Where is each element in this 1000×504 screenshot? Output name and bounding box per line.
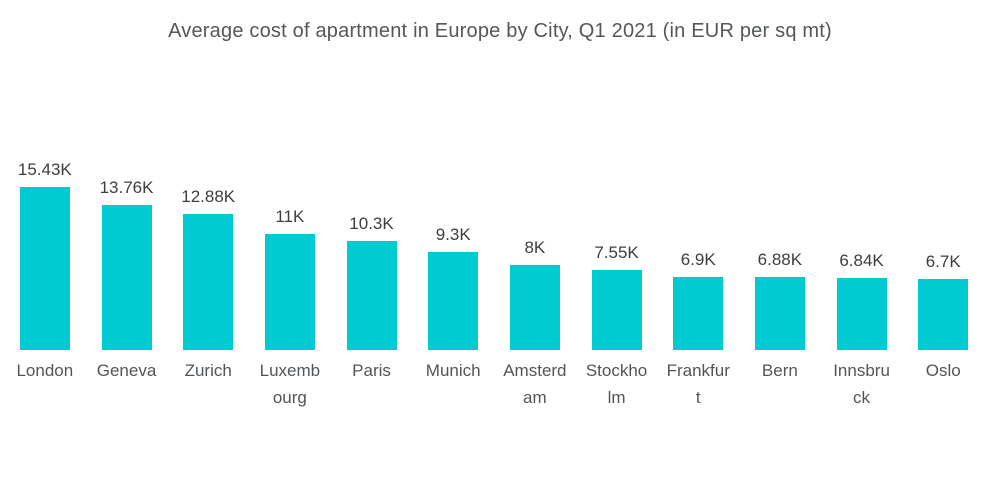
bar-paris — [346, 241, 397, 350]
bar-bern — [754, 277, 805, 350]
bar-value-label: 6.88K — [757, 250, 803, 269]
bar-london — [19, 187, 70, 350]
bar-luxembourg — [264, 234, 315, 350]
bar-zurich — [183, 214, 234, 350]
bar-stockholm — [591, 270, 642, 350]
chart-title: Average cost of apartment in Europe by C… — [168, 20, 832, 42]
bar-column-munich: 9.3K — [412, 225, 494, 350]
bar-geneva — [101, 205, 152, 350]
bar-column-paris: 10.3K — [331, 214, 413, 350]
bar-value-label: 11K — [275, 207, 305, 226]
bar-amsterdam — [509, 265, 560, 350]
bar-column-innsbruck: 6.84K — [821, 251, 903, 350]
x-axis-label-geneva: Geneva — [96, 361, 157, 380]
x-axis-label-paris: Paris — [352, 361, 391, 380]
bar-column-geneva: 13.76K — [86, 178, 168, 350]
bar-value-label: 15.43K — [17, 160, 72, 179]
bar-innsbruck — [836, 278, 887, 350]
bar-munich — [428, 252, 479, 350]
bar-column-zurich: 12.88K — [167, 187, 249, 350]
bar-column-amsterdam: 8K — [494, 238, 576, 350]
bar-value-label: 9.3K — [435, 225, 471, 244]
bar-column-bern: 6.88K — [739, 250, 821, 350]
bar-frankfurt — [673, 277, 724, 350]
bar-value-label: 6.9K — [680, 250, 716, 269]
x-axis-label-munich: Munich — [425, 361, 481, 380]
bar-oslo — [918, 279, 969, 350]
plot-area: 15.43K 13.76K 12.88K 11K 10.3K 9.3K 8K 7.55K 6.9… — [4, 50, 984, 350]
bar-value-label: 12.88K — [181, 187, 236, 206]
bar-column-stockholm: 7.55K — [576, 243, 658, 350]
x-axis-label-zurich: Zurich — [184, 361, 232, 380]
x-axis-label-oslo: Oslo — [925, 361, 961, 380]
bar-column-luxembourg: 11K — [249, 207, 331, 350]
x-axis-label-bern: Bern — [761, 361, 798, 380]
bar-value-label: 7.55K — [594, 243, 639, 262]
bar-value-label: 6.84K — [839, 251, 884, 270]
bar-value-label: 6.7K — [925, 252, 961, 271]
x-axis-label-stockholm: Stockho lm — [585, 361, 648, 407]
x-axis-label-amsterdam: Amsterd am — [503, 361, 567, 407]
x-axis-label-luxembourg: Luxemb ourg — [259, 361, 321, 407]
bar-column-frankfurt: 6.9K — [657, 250, 739, 350]
bar-column-oslo: 6.7K — [902, 252, 984, 350]
x-axis-label-frankfurt: Frankfur t — [666, 361, 730, 407]
bar-value-label: 13.76K — [99, 178, 154, 197]
x-axis-label-london: London — [16, 361, 74, 380]
bar-value-label: 8K — [524, 238, 546, 257]
bar-column-london: 15.43K — [4, 160, 86, 350]
bar-value-label: 10.3K — [349, 214, 394, 233]
x-axis-labels: London Geneva Zurich Luxemb ourg Paris Munich… — [4, 357, 984, 411]
x-axis-label-innsbruck: Innsbru ck — [833, 361, 890, 407]
